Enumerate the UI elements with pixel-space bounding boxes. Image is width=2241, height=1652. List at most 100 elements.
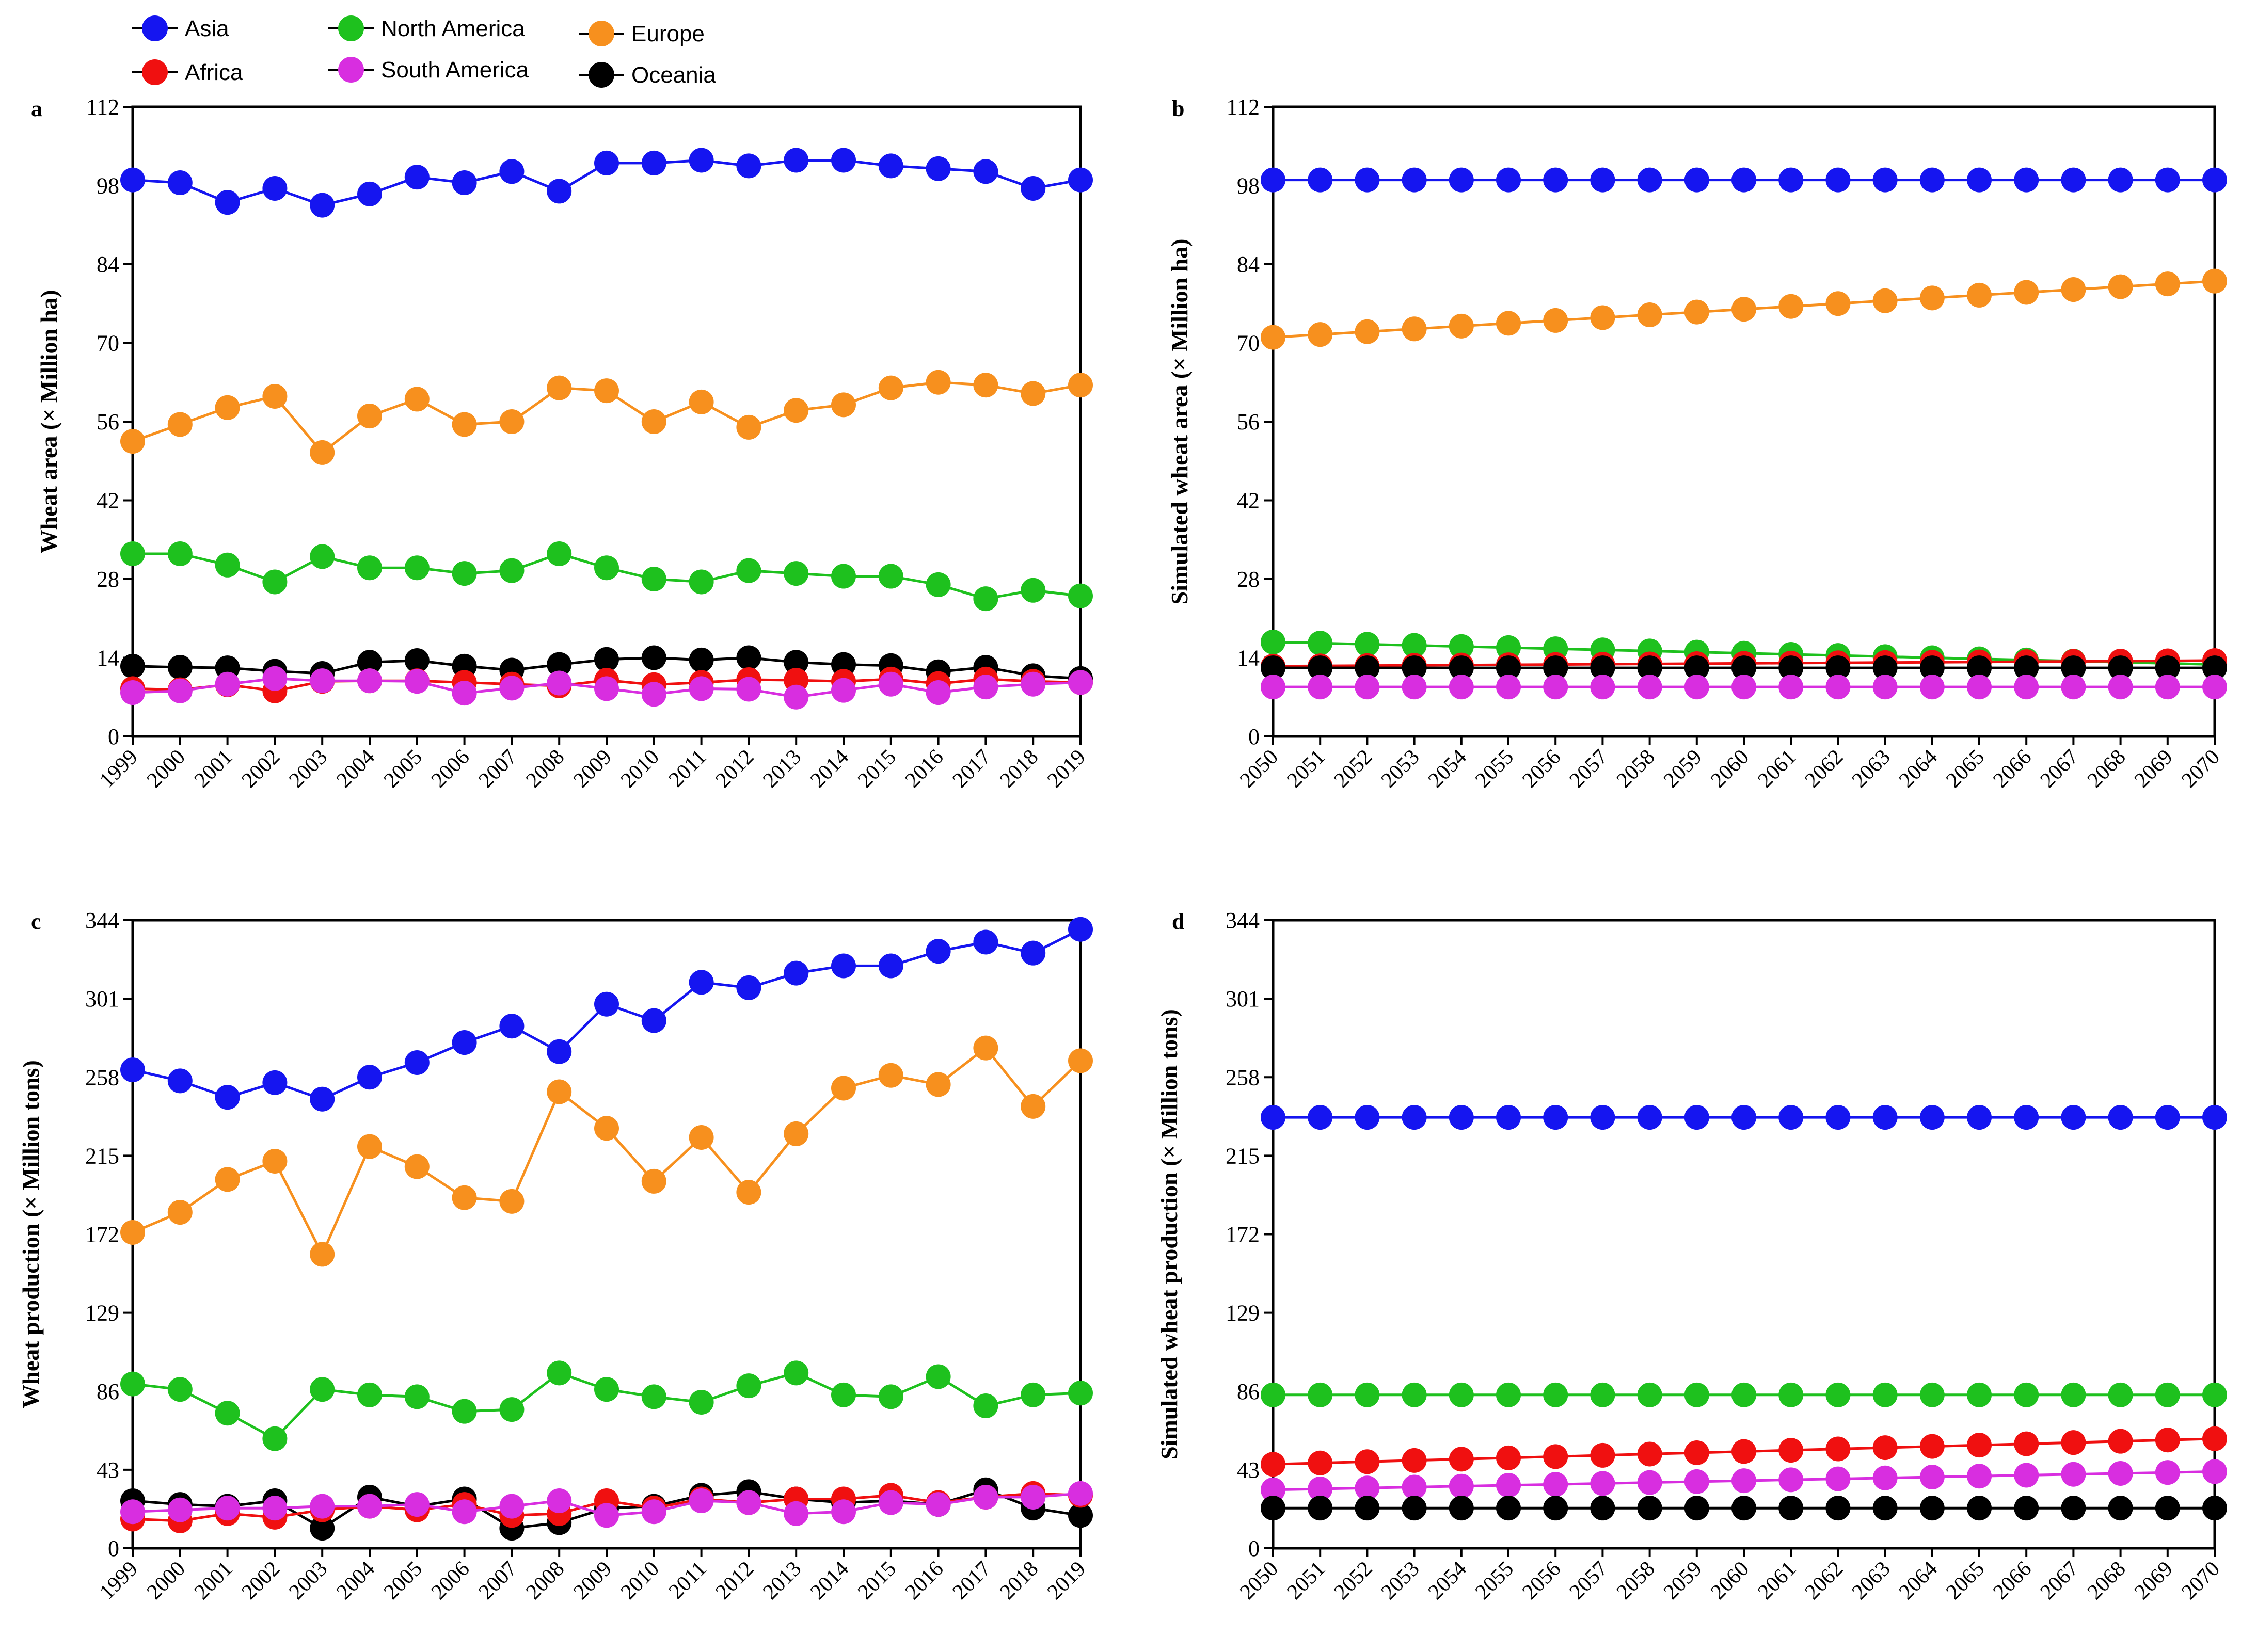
data-point-africa [1261,1452,1285,1477]
x-tick-label: 2066 [1989,1557,2036,1605]
data-point-north-america [547,1360,572,1386]
data-point-europe [878,375,903,400]
data-point-oceania [1496,1496,1521,1521]
data-point-south-america [499,676,525,701]
data-point-asia [1919,1105,1945,1130]
data-point-south-america [215,671,240,697]
legend-marker [589,62,614,88]
data-point-europe [926,1072,951,1097]
data-point-asia [357,181,382,206]
data-point-europe [167,412,193,437]
x-tick-label: 2063 [1848,1557,1895,1605]
x-tick-label: 2050 [1235,1557,1283,1605]
x-tick-label: 2052 [1330,1557,1377,1605]
data-point-europe [547,1079,572,1104]
data-point-north-america [1402,1382,1427,1407]
data-point-asia [1637,167,1662,193]
data-point-asia [1778,1105,1804,1130]
data-point-oceania [1496,655,1521,681]
data-point-south-america [120,1499,145,1525]
data-point-north-america [926,572,951,597]
series-asia [1261,1105,2227,1130]
data-point-north-america [1919,1382,1945,1407]
y-axis-title: Simulated wheat production (× Million to… [1156,1009,1182,1459]
data-point-south-america [689,1488,714,1514]
data-point-south-america [1919,675,1945,700]
legend-item-north-america: North America [328,15,525,41]
y-tick-label: 84 [1237,252,1260,277]
data-point-europe [1068,1048,1093,1073]
x-tick-label: 2019 [1043,745,1090,793]
data-point-asia [1684,1105,1709,1130]
x-tick-label: 2018 [995,745,1043,793]
x-tick-label: 2003 [284,1557,332,1605]
series-south-america [1261,1459,2227,1502]
data-point-north-america [1967,1382,1992,1407]
series-asia [120,917,1093,1112]
data-point-asia [594,991,619,1017]
data-point-south-america [2108,1461,2133,1486]
data-point-south-america [310,1494,335,1519]
data-point-north-america [2202,1382,2227,1407]
data-point-africa [1872,1435,1898,1461]
data-point-asia [1496,167,1521,193]
data-point-oceania [1402,1496,1427,1521]
legend: Asia Africa North America South America Euro… [132,15,716,88]
data-point-asia [1872,167,1898,193]
data-point-asia [1637,1105,1662,1130]
data-point-africa [1308,1450,1333,1475]
data-point-north-america [1068,583,1093,608]
data-point-africa [1355,1449,1380,1474]
data-point-asia [452,170,477,196]
x-tick-label: 2050 [1235,745,1283,793]
x-tick-label: 2010 [616,1557,664,1605]
legend-marker [142,15,168,41]
data-point-north-america [1261,1382,1285,1407]
data-point-asia [120,1057,145,1083]
data-point-europe [2202,268,2227,294]
data-point-south-america [926,1492,951,1517]
data-point-oceania [2155,1496,2180,1521]
data-point-south-america [1021,1484,1046,1510]
data-point-asia [2155,167,2180,193]
data-point-europe [215,395,240,420]
data-point-europe [215,1167,240,1192]
data-point-asia [689,148,714,173]
x-tick-label: 2015 [853,745,901,793]
x-tick-label: 2001 [190,745,237,793]
panel-letter: b [1172,96,1184,121]
data-point-europe [1068,373,1093,398]
data-point-north-america [1449,1382,1474,1407]
data-point-oceania [1590,1496,1615,1521]
data-point-oceania [1637,1496,1662,1521]
data-point-oceania [1543,655,1568,681]
data-point-south-america [1731,675,1756,700]
data-point-europe [1308,322,1333,347]
y-tick-label: 0 [1248,1536,1260,1561]
data-point-south-america [452,681,477,706]
data-point-asia [1731,167,1756,193]
data-point-oceania [2108,1496,2133,1521]
data-point-north-america [1825,1382,1851,1407]
data-point-africa [1778,1438,1804,1463]
data-point-north-america [547,541,572,566]
data-point-north-america [831,1382,856,1407]
data-point-north-america [973,1393,998,1419]
data-point-africa [2202,1426,2227,1451]
data-point-europe [594,1116,619,1141]
data-point-north-america [973,586,998,612]
y-tick-label: 70 [1237,331,1260,356]
data-point-oceania [2108,655,2133,681]
data-point-asia [2061,167,2086,193]
data-point-north-america [1068,1381,1093,1406]
data-point-europe [1496,311,1521,336]
data-point-asia [1308,167,1333,193]
data-point-south-america [547,670,572,696]
chart-panel-c: c Wheat production (× Million tons) 0 43 86 1… [18,908,1093,1604]
x-tick-label: 2011 [664,745,711,792]
data-point-africa [1402,1448,1427,1473]
legend-item-africa: Africa [132,59,243,85]
x-tick-label: 2004 [332,1557,379,1605]
y-tick-label: 43 [1237,1457,1260,1483]
data-point-oceania [120,653,145,679]
